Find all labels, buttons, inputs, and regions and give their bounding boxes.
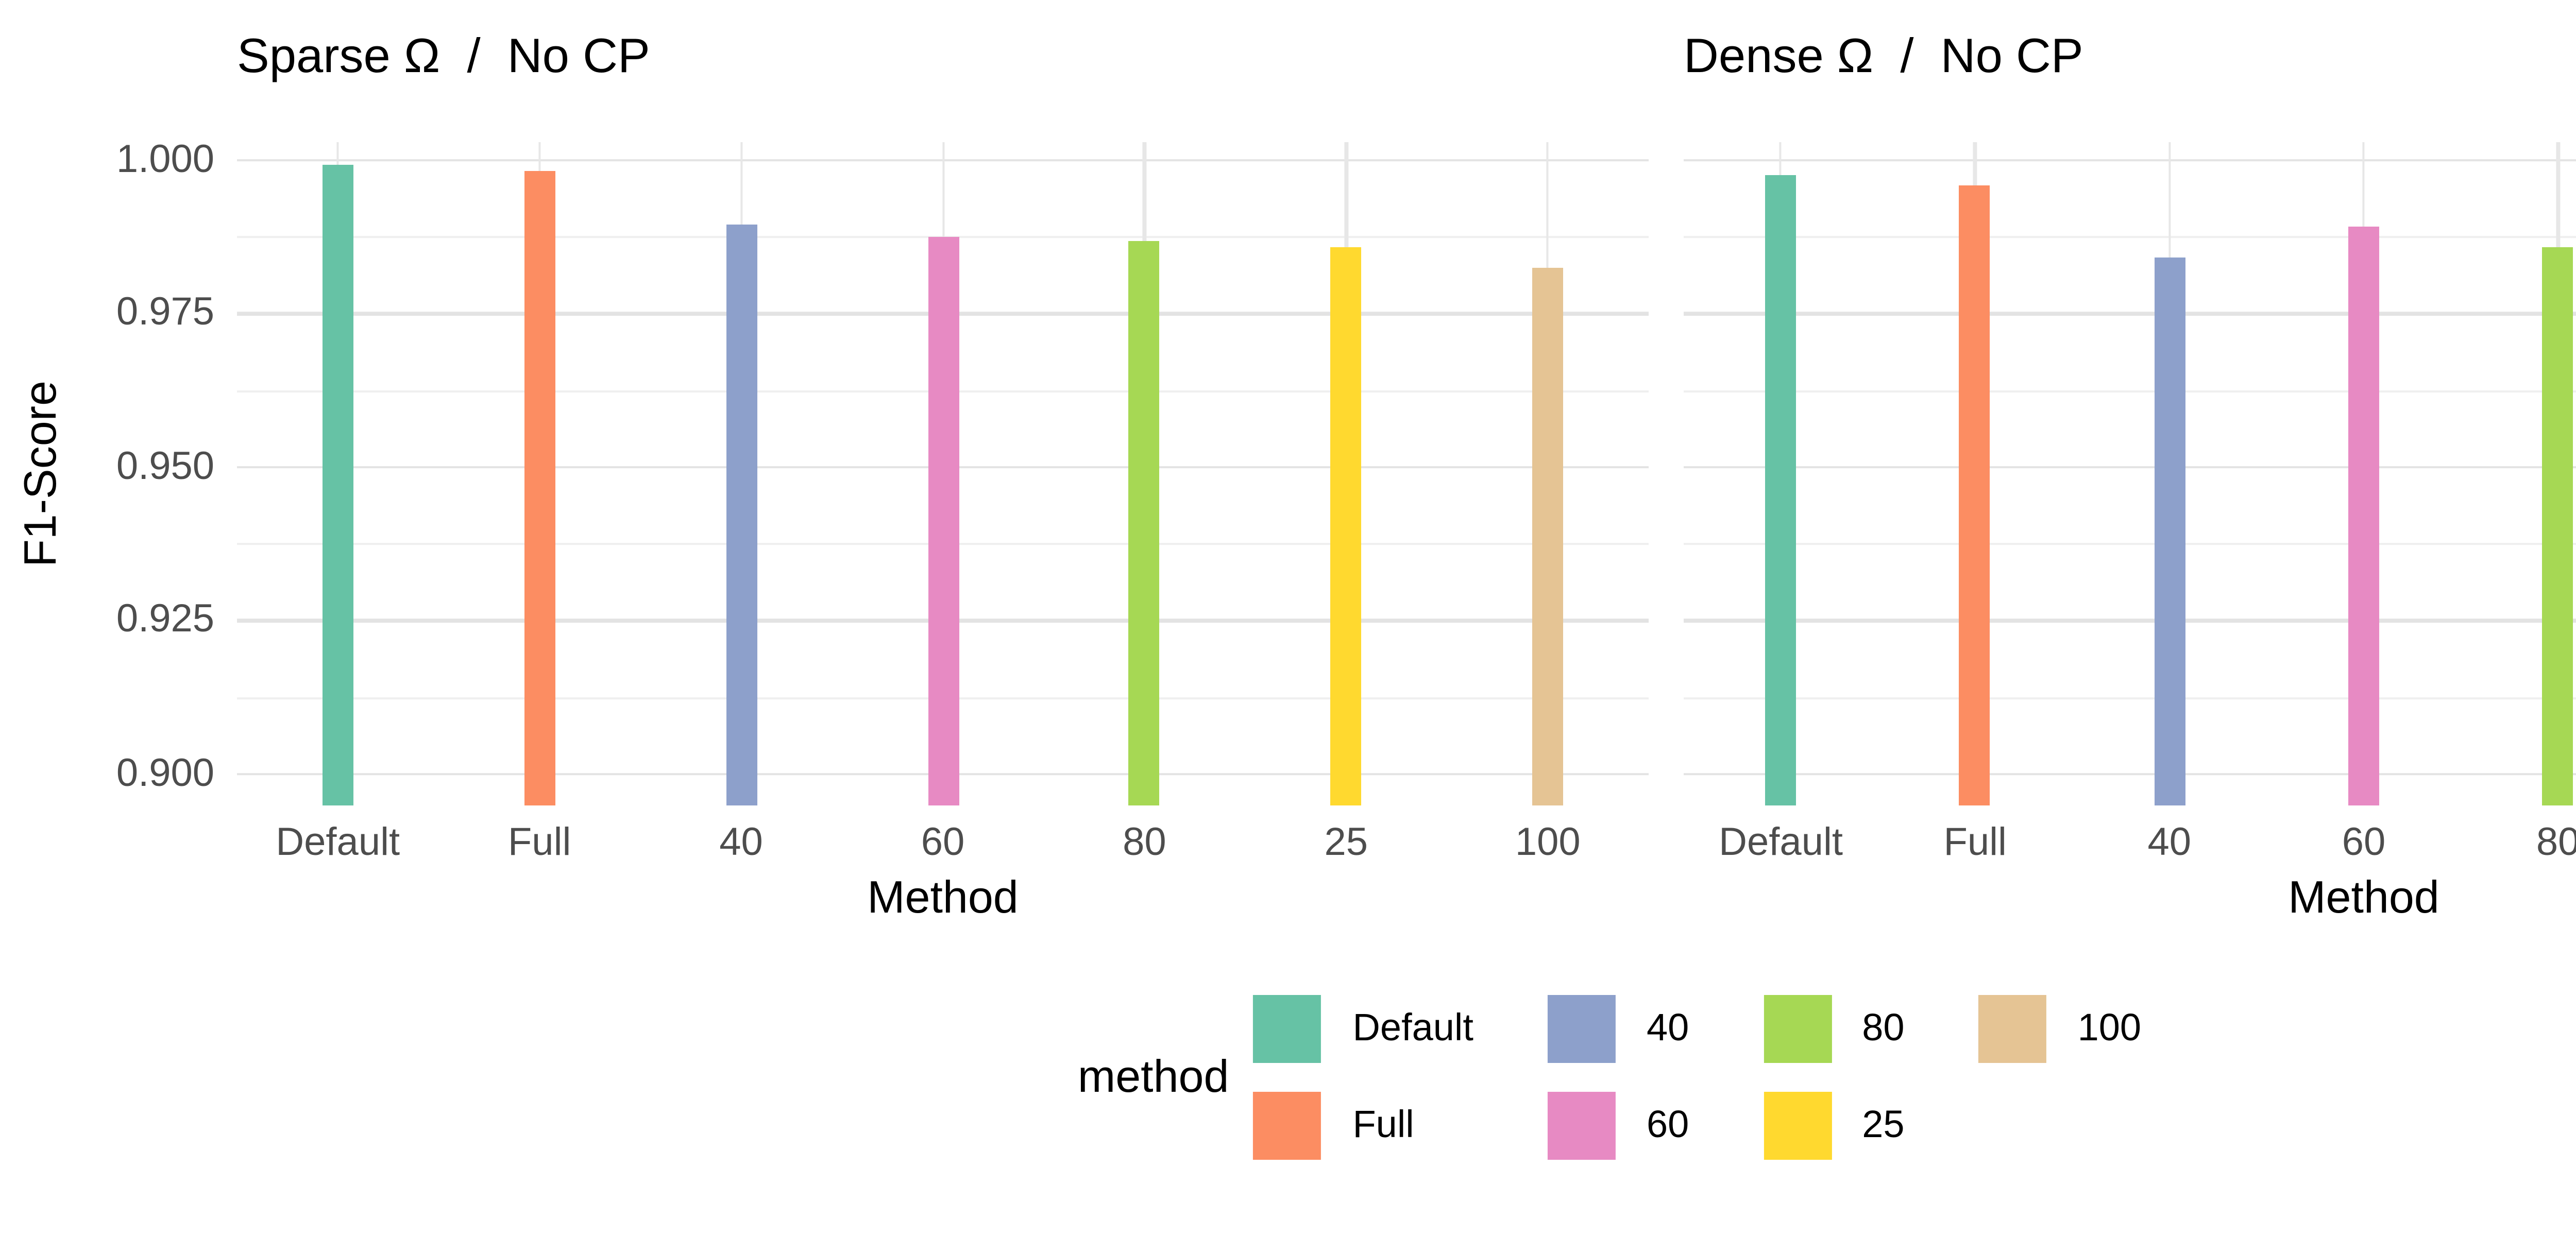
x-axis-title: Method xyxy=(867,871,1019,923)
legend-key-80 xyxy=(1763,995,1832,1063)
x-tick-label: 60 xyxy=(921,822,965,865)
bar-80 xyxy=(1129,241,1160,805)
bar-40 xyxy=(725,224,757,805)
legend-items: Default Full 40 60 80 25 100 xyxy=(1253,995,2215,1160)
y-tick-label: 0.975 xyxy=(116,292,214,336)
x-tick-label: Default xyxy=(276,822,400,865)
bar-25 xyxy=(1330,247,1362,805)
legend-title: method xyxy=(1077,1051,1229,1102)
gridline-minor-h xyxy=(1684,696,2576,699)
x-tick-label: 40 xyxy=(719,822,763,865)
bar-default xyxy=(322,164,353,805)
x-tick-label: 40 xyxy=(2147,822,2192,865)
legend-label: Full xyxy=(1352,1103,1414,1146)
x-tick-label: Default xyxy=(1719,822,1843,865)
gridline-major-h xyxy=(1684,312,2576,316)
legend-key-full xyxy=(1253,1092,1322,1160)
legend-label: 100 xyxy=(2077,1006,2142,1049)
y-tick-label: 1.000 xyxy=(116,139,214,182)
panel-sparse: Method Default Full 40 60 80 25 100 1.000 0.975 0… xyxy=(116,141,1649,920)
gridline-minor-h xyxy=(1684,236,2576,238)
bar-40 xyxy=(2154,258,2185,805)
legend-label: 80 xyxy=(1862,1006,1905,1049)
x-tick-label: 80 xyxy=(1123,822,1166,865)
x-tick-label: 60 xyxy=(2342,822,2386,865)
gridline-major-h xyxy=(1684,466,2576,469)
bar-100 xyxy=(1532,268,1564,805)
x-tick-label: 100 xyxy=(1515,822,1581,865)
legend-item-100: 100 xyxy=(1978,995,2216,1063)
legend-item-80: 80 xyxy=(1763,995,1978,1063)
bar-full xyxy=(524,171,555,805)
y-axis-title: F1-Score xyxy=(14,381,66,567)
gridline-major-h xyxy=(1684,159,2576,162)
panel-title-sparse: Sparse Ω / No CP xyxy=(237,29,650,82)
bar-60 xyxy=(927,237,958,805)
legend-item-25: 25 xyxy=(1763,1092,1978,1160)
legend-key-100 xyxy=(1978,995,2047,1063)
legend-key-40 xyxy=(1547,995,1616,1063)
bar-80 xyxy=(2543,247,2574,805)
x-tick-label: Full xyxy=(507,822,571,865)
legend-key-default xyxy=(1253,995,1322,1063)
legend-item-60: 60 xyxy=(1547,1092,1763,1160)
gridline-minor-h xyxy=(1684,389,2576,392)
legend-label: 40 xyxy=(1646,1006,1689,1049)
y-tick-label: 0.925 xyxy=(116,599,214,643)
legend-label: 25 xyxy=(1862,1103,1905,1146)
legend-label: 60 xyxy=(1646,1103,1689,1146)
gridline-major-h xyxy=(1684,772,2576,776)
gridline-minor-h xyxy=(1684,543,2576,545)
legend-key-25 xyxy=(1763,1092,1832,1160)
legend-item-default: Default xyxy=(1253,995,1548,1063)
x-tick-label: 80 xyxy=(2536,822,2576,865)
panel-title-dense: Dense Ω / No CP xyxy=(1684,29,2083,82)
legend-key-60 xyxy=(1547,1092,1616,1160)
y-tick-label: 0.950 xyxy=(116,445,214,489)
legend-item-40: 40 xyxy=(1547,995,1763,1063)
x-tick-label: Full xyxy=(1943,822,2007,865)
bar-full xyxy=(1959,185,1991,805)
x-axis-title: Method xyxy=(2288,871,2439,923)
bar-60 xyxy=(2348,227,2379,805)
legend: method Default Full 40 60 80 25 100 xyxy=(1078,995,2215,1160)
legend-item-full: Full xyxy=(1253,1092,1548,1160)
bar-default xyxy=(1765,175,1797,805)
y-tick-label: 0.900 xyxy=(116,752,214,796)
gridline-major-h xyxy=(1684,619,2576,623)
x-tick-label: 25 xyxy=(1324,822,1368,865)
legend-label: Default xyxy=(1352,1006,1473,1049)
